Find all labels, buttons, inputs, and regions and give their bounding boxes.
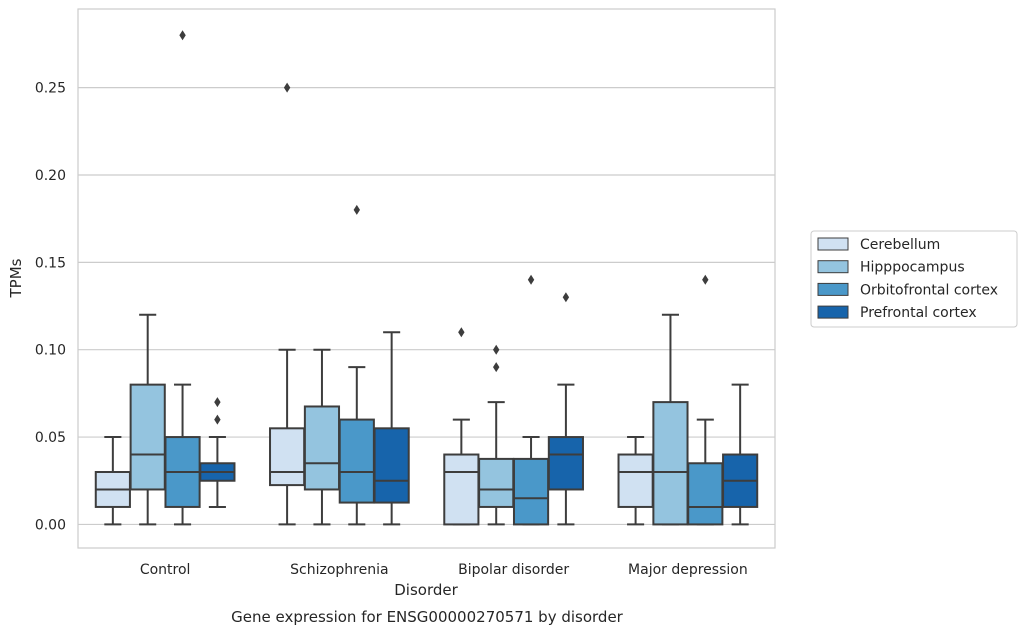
x-tick-label: Control [140,562,191,578]
box [373,427,410,504]
legend-swatch [817,305,849,319]
box-group [94,436,131,526]
x-axis-ticks: Control Schizophrenia Bipolar disorder Majo… [140,562,748,578]
box-group [617,436,654,526]
y-tick-label: 0.05 [35,430,66,446]
outlier-point [353,204,360,215]
y-axis-ticks: 0.00 0.05 0.10 0.15 0.20 0.25 [35,81,66,534]
outlier-point [493,344,500,355]
x-tick-label: Bipolar disorder [458,562,569,578]
box-group [478,344,515,526]
outlier-point [527,274,535,285]
box [303,405,341,491]
legend-label: Prefrontal cortex [860,305,977,321]
box-group [199,397,236,508]
legend-swatch [817,237,849,251]
y-axis-title: TPMs [7,258,25,298]
box-group [547,292,584,526]
box-group [338,204,375,526]
box-group [269,82,306,526]
box [652,401,689,526]
y-tick-label: 0.00 [35,517,66,533]
box-group [303,348,341,526]
x-tick-label: Schizophrenia [290,562,388,578]
box [338,418,375,504]
y-tick-label: 0.20 [35,168,66,184]
x-tick-label: Major depression [628,562,748,578]
outlier-point [702,274,709,285]
box [547,436,584,491]
plot-area-frame [77,8,776,549]
box-group [722,383,759,526]
box-group [512,274,550,526]
box [129,383,166,491]
legend: Cerebellum Hipppocampus Orbitofrontal cort… [810,230,1018,328]
box [512,457,550,526]
box-group [164,30,201,526]
outlier-point [562,292,570,303]
legend-swatch [817,260,849,274]
outlier-point [493,362,500,373]
box [443,453,480,526]
y-tick-label: 0.25 [35,81,66,97]
box [269,427,306,487]
outlier-point [214,414,221,425]
box-group [652,313,689,526]
y-tick-label: 0.10 [35,343,66,359]
outlier-point [179,30,186,41]
legend-label: Orbitofrontal cortex [860,282,998,298]
box [687,462,724,526]
box-layer [94,30,759,526]
box-group [373,331,410,526]
outlier-point [214,397,221,408]
box-group [687,274,724,526]
x-axis-title: Disorder [394,581,458,599]
y-tick-label: 0.15 [35,255,66,271]
legend-swatch [817,282,849,296]
outlier-point [458,327,465,338]
box [478,457,515,508]
legend-label: Hipppocampus [860,260,965,276]
outlier-point [283,82,291,93]
box [617,453,654,508]
legend-label: Cerebellum [860,237,940,253]
box-group [443,327,480,526]
box-group [129,313,166,526]
chart-caption: Gene expression for ENSG00000270571 by d… [231,608,624,626]
legend-frame [810,230,1018,328]
